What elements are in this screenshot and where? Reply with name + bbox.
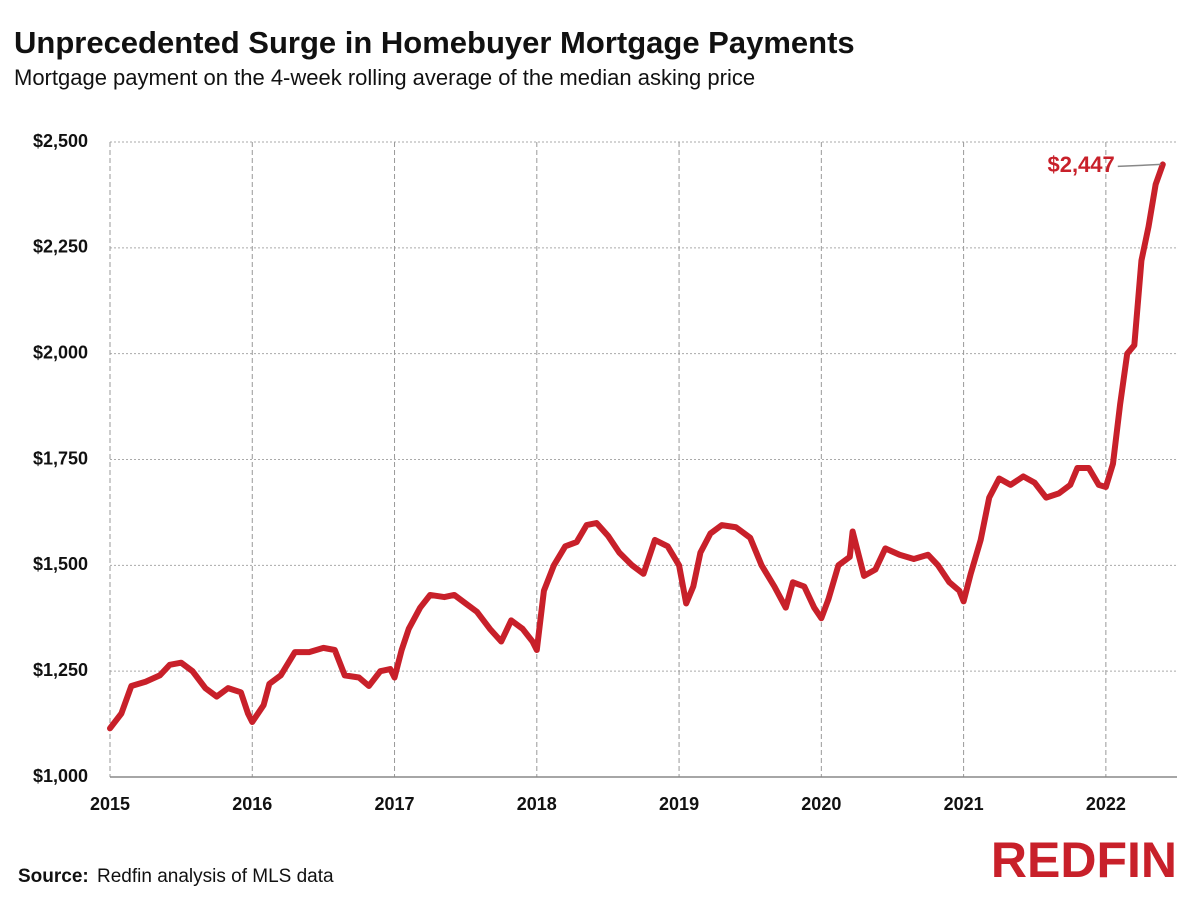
x-tick-label: 2017 <box>375 794 415 814</box>
y-tick-label: $1,000 <box>33 766 88 786</box>
y-tick-label: $1,500 <box>33 554 88 574</box>
x-tick-label: 2020 <box>801 794 841 814</box>
y-tick-label: $2,250 <box>33 237 88 257</box>
y-tick-label: $2,500 <box>33 131 88 151</box>
y-tick-label: $1,250 <box>33 660 88 680</box>
chart-subtitle: Mortgage payment on the 4-week rolling a… <box>14 65 755 90</box>
logo: REDFIN <box>991 832 1177 888</box>
source-label: Source: <box>18 866 89 887</box>
line <box>107 161 1166 732</box>
source-text: Redfin analysis of MLS data <box>97 866 334 887</box>
x-tick-label: 2018 <box>517 794 557 814</box>
annotation: $2,447 <box>1047 152 1114 177</box>
x-tick-label: 2022 <box>1086 794 1126 814</box>
chart-title: Unprecedented Surge in Homebuyer Mortgag… <box>14 25 855 60</box>
x-tick-label: 2015 <box>90 794 130 814</box>
annotation-leader <box>1117 163 1161 168</box>
y-tick-label: $1,750 <box>33 448 88 468</box>
x-tick-label: 2019 <box>659 794 699 814</box>
y-tick-label: $2,000 <box>33 342 88 362</box>
x-tick-label: 2016 <box>232 794 272 814</box>
x-tick-label: 2021 <box>944 794 984 814</box>
